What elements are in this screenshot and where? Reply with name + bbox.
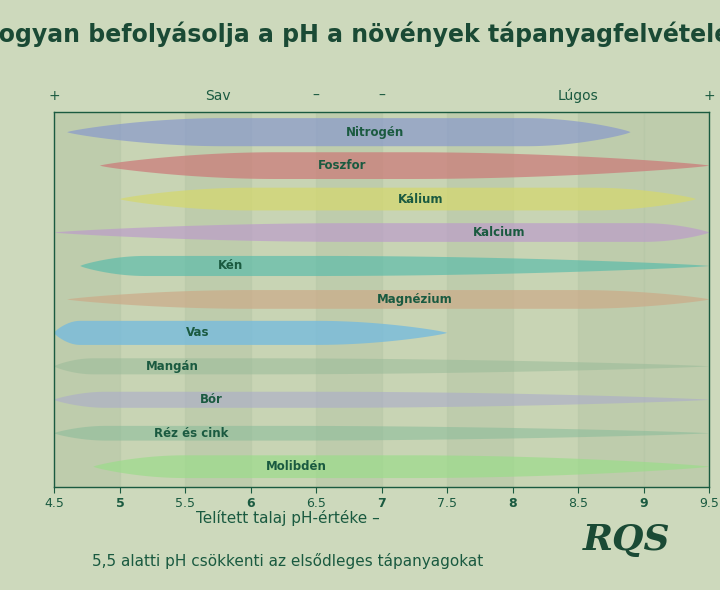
Polygon shape <box>54 426 709 441</box>
Polygon shape <box>54 358 709 375</box>
Bar <box>185 112 251 487</box>
Polygon shape <box>120 188 696 211</box>
Bar <box>578 112 644 487</box>
Bar <box>316 112 382 487</box>
Text: Telített talaj pH-értéke –: Telített talaj pH-értéke – <box>196 510 380 526</box>
Text: Molibdén: Molibdén <box>266 460 327 473</box>
Text: Magnézium: Magnézium <box>377 293 452 306</box>
Polygon shape <box>100 152 709 179</box>
Text: RQS: RQS <box>582 523 670 558</box>
Text: Nitrogén: Nitrogén <box>346 126 404 139</box>
Polygon shape <box>54 223 709 242</box>
Text: Vas: Vas <box>186 326 210 339</box>
Polygon shape <box>67 118 631 146</box>
Polygon shape <box>54 321 447 345</box>
Text: Réz és cink: Réz és cink <box>154 427 229 440</box>
Text: Hogyan befolyásolja a pH a növények tápanyagfelvételét: Hogyan befolyásolja a pH a növények tápa… <box>0 22 720 47</box>
Text: +: + <box>48 89 60 103</box>
Text: Lúgos: Lúgos <box>558 88 598 103</box>
Polygon shape <box>54 392 709 408</box>
Text: +: + <box>703 89 715 103</box>
Text: –: – <box>378 89 385 103</box>
Bar <box>447 112 513 487</box>
Polygon shape <box>94 455 709 478</box>
Text: Mangán: Mangán <box>145 360 199 373</box>
Text: Kalcium: Kalcium <box>473 226 526 239</box>
Polygon shape <box>67 290 709 309</box>
Text: Bór: Bór <box>200 394 222 407</box>
Text: –: – <box>312 89 320 103</box>
Bar <box>644 112 709 487</box>
Text: Kálium: Kálium <box>398 192 444 205</box>
Text: 5,5 alatti pH csökkenti az elsődleges tápanyagokat: 5,5 alatti pH csökkenti az elsődleges tá… <box>92 553 484 569</box>
Text: Kén: Kén <box>218 260 243 273</box>
Polygon shape <box>80 256 709 276</box>
Text: Foszfor: Foszfor <box>318 159 366 172</box>
Bar <box>54 112 120 487</box>
Text: Sav: Sav <box>205 89 230 103</box>
